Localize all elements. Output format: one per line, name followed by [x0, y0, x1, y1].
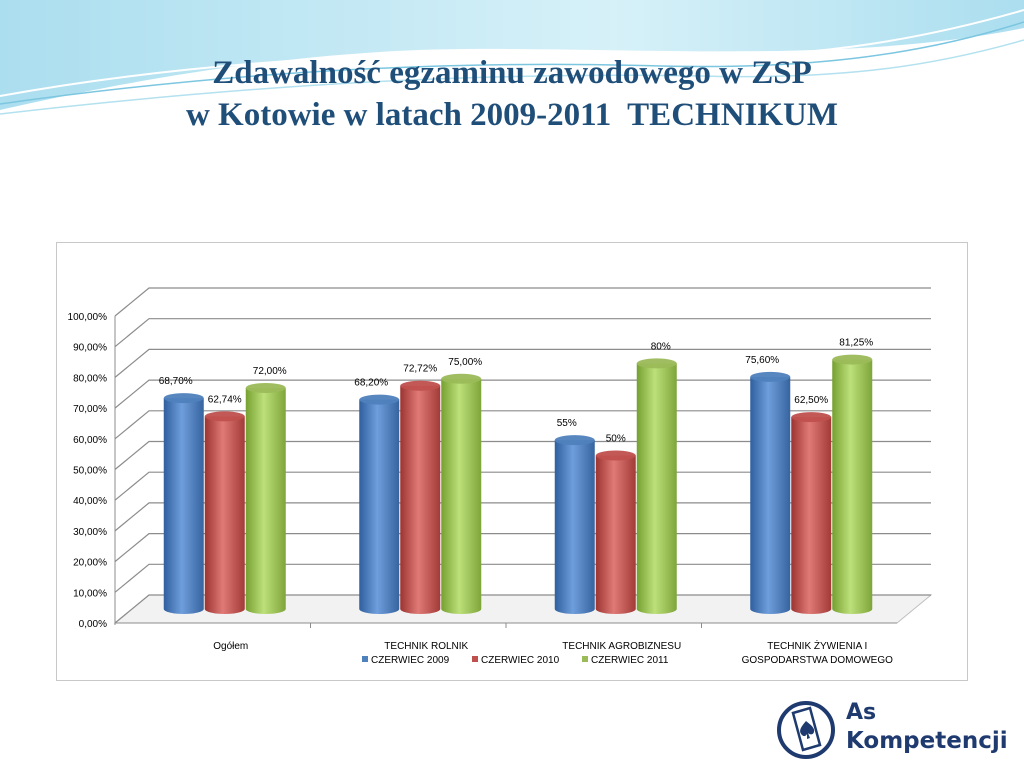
bar-body: [400, 385, 441, 614]
slide-title: Zdawalność egzaminu zawodowego w ZSP w K…: [0, 52, 1024, 136]
bar-body: [832, 359, 873, 614]
x-tick-label: TECHNIK ŻYWIENIA I: [767, 639, 867, 652]
gridline: [114, 348, 931, 378]
bar-top: [359, 394, 400, 405]
gridline: [114, 318, 931, 348]
bar: [359, 394, 400, 614]
legend-swatch: [582, 656, 588, 662]
spade-card-icon: [777, 701, 835, 759]
y-tick-label: 20,00%: [73, 558, 107, 569]
bar-top: [163, 393, 204, 404]
bar-body: [204, 416, 245, 614]
bar-body: [245, 387, 286, 614]
gridline: [114, 287, 931, 317]
x-tick-label: TECHNIK ROLNIK: [384, 641, 468, 652]
bar: [163, 393, 204, 614]
y-tick-label: 70,00%: [73, 404, 107, 415]
bar-body: [636, 363, 677, 614]
y-tick-label: 30,00%: [73, 527, 107, 538]
bar: [400, 380, 441, 614]
bar-body: [554, 440, 595, 614]
data-label: 62,50%: [794, 395, 828, 406]
legend-label: CZERWIEC 2009: [371, 655, 450, 666]
slide-title-line-1: Zdawalność egzaminu zawodowego w ZSP: [212, 55, 812, 91]
bar-top: [595, 450, 636, 461]
x-tick-label: GOSPODARSTWA DOMOWEGO: [742, 655, 894, 666]
y-tick-label: 0,00%: [79, 619, 107, 630]
logo-line-1: As: [846, 700, 877, 725]
logo: As Kompetencji: [766, 692, 1024, 768]
bar-top: [832, 354, 873, 365]
bar: [245, 382, 286, 614]
bar-body: [791, 417, 832, 614]
data-label: 80%: [651, 341, 671, 352]
data-label: 68,70%: [159, 376, 193, 387]
legend-label: CZERWIEC 2011: [591, 655, 669, 666]
y-tick-label: 60,00%: [73, 435, 107, 446]
legend: CZERWIEC 2009 CZERWIEC 2010 CZERWIEC 2011: [362, 655, 669, 666]
bar-top: [791, 412, 832, 423]
legend-swatch: [472, 656, 478, 662]
y-tick-label: 100,00%: [68, 312, 108, 323]
bar-body: [595, 455, 636, 614]
bar-top: [204, 411, 245, 422]
bar-body: [359, 399, 400, 614]
data-label: 68,20%: [354, 378, 388, 389]
logo-line-2: Kompetencji: [846, 728, 1008, 754]
bar: [204, 411, 245, 614]
bar-body: [750, 376, 791, 614]
y-tick-label: 90,00%: [73, 343, 107, 354]
bar: [554, 435, 595, 614]
bar: [595, 450, 636, 614]
x-tick-label: Ogółem: [213, 641, 248, 652]
background-waves: [0, 0, 1024, 115]
bar-top: [400, 380, 441, 391]
bars-layer: [163, 354, 873, 614]
bar-top: [245, 382, 286, 393]
bar-top: [441, 373, 482, 384]
bar-body: [163, 398, 204, 614]
bar-chart: 0,00% 10,00% 20,00% 30,00% 40,00% 50,00% 60,00…: [68, 287, 933, 666]
data-label: 62,74%: [208, 394, 242, 405]
data-label: 55%: [557, 418, 577, 429]
legend-label: CZERWIEC 2010: [481, 655, 560, 666]
data-label: 72,72%: [403, 364, 437, 375]
y-tick-label: 40,00%: [73, 496, 107, 507]
bar: [441, 373, 482, 614]
bar-body: [441, 378, 482, 614]
bar-top: [636, 358, 677, 369]
data-label: 75,00%: [448, 357, 482, 368]
y-tick-label: 10,00%: [73, 588, 107, 599]
y-tick-label: 80,00%: [73, 373, 107, 384]
bar-top: [554, 435, 595, 446]
data-label: 72,00%: [253, 366, 287, 377]
chart-frame: 0,00% 10,00% 20,00% 30,00% 40,00% 50,00% 60,00…: [56, 242, 968, 681]
bar: [750, 371, 791, 614]
bar: [636, 358, 677, 614]
bar-top: [750, 371, 791, 382]
data-label: 81,25%: [839, 338, 873, 349]
legend-swatch: [362, 656, 368, 662]
bar: [791, 412, 832, 614]
y-tick-label: 50,00%: [73, 466, 107, 477]
slide-title-line-2: w Kotowie w latach 2009-2011 TECHNIKUM: [185, 97, 839, 133]
x-tick-label: TECHNIK AGROBIZNESU: [562, 641, 681, 652]
labels-layer: 68,70% 62,74% 72,00% Ogółem 68,20% 72,72% 75,0…: [159, 338, 893, 666]
data-label: 50%: [606, 434, 626, 445]
bar: [832, 354, 873, 614]
data-label: 75,60%: [745, 355, 779, 366]
